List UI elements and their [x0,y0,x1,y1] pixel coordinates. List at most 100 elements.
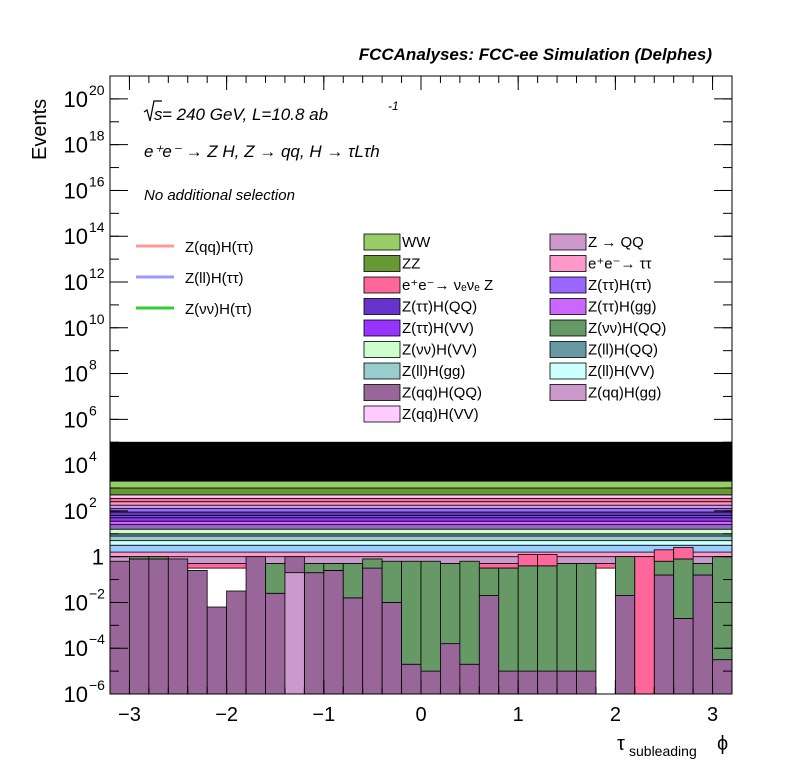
bar [381,602,402,695]
y-tick-label: 10 [64,362,88,387]
sqrt-symbol [143,100,162,122]
legend-item-label: Z(qq)H(VV) [402,406,479,423]
bar [342,563,364,599]
legend-item-swatch [363,384,401,401]
y-tick-exponent: 14 [89,219,105,235]
bar [576,670,597,695]
legend-item-label: Z → QQ [588,234,644,251]
selection-annotation: No additional selection [144,187,295,204]
legend-item-swatch [549,298,587,315]
y-tick-label: 10 [64,87,88,112]
stack-layer [109,517,733,522]
legend-line-label: Z(ll)H(ττ) [185,270,244,287]
stack-layer [109,501,733,506]
stack-layer [109,480,733,489]
y-tick-label: 10 [64,682,88,707]
bar [342,597,364,695]
bar [440,563,461,645]
legend-item-swatch [363,319,401,337]
stack-layer [109,494,733,499]
y-tick-exponent: 8 [89,357,97,373]
stack-layer [109,535,733,542]
y-tick-exponent: 2 [89,494,97,510]
bar [401,560,422,665]
bar [226,590,247,695]
y-tick-exponent: 12 [89,265,105,281]
legend-item-label: Z(ll)H(gg) [402,363,465,380]
legend-item-swatch [549,255,587,272]
legend-line-label: Z(νν)H(ττ) [185,301,252,318]
y-tick-label: 10 [64,407,88,432]
bar [692,563,713,576]
bar [517,565,539,672]
y-tick-exponent: 18 [89,128,105,144]
bar [148,556,169,560]
bar [478,567,500,596]
bar [401,663,422,695]
stack-layer [109,544,733,553]
y-tick-exponent: −4 [89,631,105,647]
stack-layer [109,504,733,509]
bar [692,574,713,695]
stack-layer [109,497,733,503]
legend-item-label: Z(νν)H(VV) [402,342,477,359]
stack-layer [109,524,733,530]
bar [265,563,286,594]
bar [459,560,480,665]
bar [673,618,694,695]
y-tick-exponent: 6 [89,402,97,418]
stack-layer [109,528,733,535]
x-tick-label: 2 [610,704,621,726]
legend-item-swatch [549,384,587,401]
x-tick-label: 3 [707,704,718,726]
legend-item-swatch [549,233,587,251]
bar [323,570,344,695]
bar [420,560,441,672]
bar [206,606,228,695]
x-axis-title-sub: subleading [629,743,697,759]
legend-item-label: ZZ [402,256,420,273]
legend-item-label: Z(ττ)H(gg) [588,299,657,316]
bar [129,556,150,560]
bar [634,556,655,695]
x-tick-label: −2 [215,704,238,726]
bar [459,663,480,695]
bar [478,595,500,695]
stack-layer [109,487,733,496]
bar [556,670,577,695]
y-tick-exponent: 16 [89,173,105,189]
bar [420,670,441,695]
y-tick-label: 10 [64,316,88,341]
legend-item-swatch [549,276,587,294]
legend-item-swatch [363,362,401,380]
stack-layer [109,540,733,546]
chart-title: FCCAnalyses: FCC-ee Simulation (Delphes) [359,45,713,64]
y-tick-label: 10 [64,453,88,478]
bar [673,547,694,560]
legend-item-swatch [363,276,401,294]
process-annotation: e⁺e⁻ → Z H, Z → qq, H → τLτh [144,142,380,161]
bar [712,659,733,695]
y-tick-label: 10 [64,636,88,661]
legend-item-swatch [549,362,587,380]
bar [517,670,539,695]
bar [303,563,325,574]
y-tick-exponent: 10 [89,311,105,327]
y-tick-label: 10 [64,178,88,203]
bar [109,560,130,695]
x-axis-title-main: τ [617,733,625,755]
legend-item-label: Z(ll)H(VV) [588,363,655,380]
bar [440,643,461,695]
bar [712,556,733,661]
bar [653,560,675,576]
bar [653,549,675,562]
legend-item-swatch [363,341,401,358]
energy-exponent: -1 [388,99,399,113]
x-tick-label: 0 [415,704,426,726]
legend-item-label: e⁺e⁻→ ττ [588,256,652,273]
x-tick-label: 1 [513,704,524,726]
bar [187,570,208,695]
y-tick-label: 10 [64,499,88,524]
